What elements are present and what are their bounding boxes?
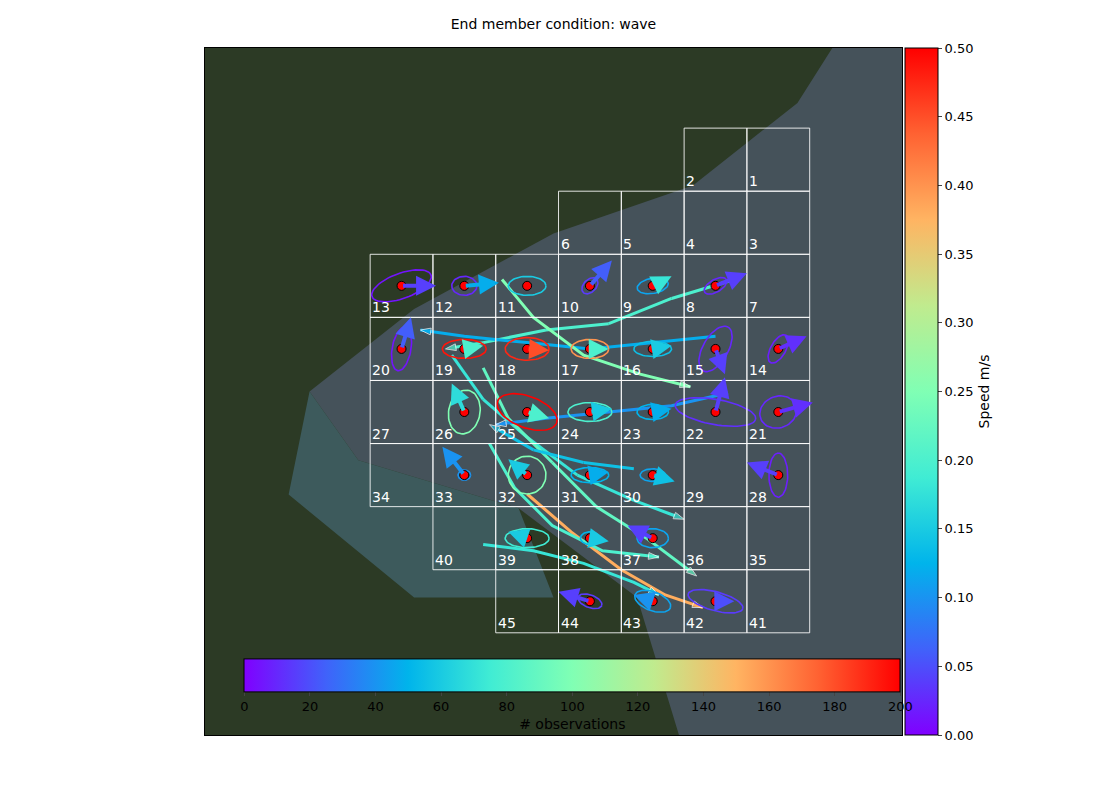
svg-text:1: 1 <box>749 173 758 189</box>
svg-text:13: 13 <box>372 299 390 315</box>
svg-text:35: 35 <box>749 552 767 568</box>
svg-text:19: 19 <box>435 362 453 378</box>
svg-text:27: 27 <box>372 426 390 442</box>
svg-text:42: 42 <box>686 615 704 631</box>
svg-text:36: 36 <box>686 552 704 568</box>
svg-text:21: 21 <box>749 426 767 442</box>
svg-text:23: 23 <box>623 426 641 442</box>
svg-text:24: 24 <box>561 426 579 442</box>
svg-text:37: 37 <box>623 552 641 568</box>
svg-text:45: 45 <box>498 615 516 631</box>
svg-text:15: 15 <box>686 362 704 378</box>
svg-text:40: 40 <box>435 552 453 568</box>
svg-text:25: 25 <box>498 426 516 442</box>
svg-text:33: 33 <box>435 489 453 505</box>
svg-text:0.35: 0.35 <box>945 247 974 262</box>
svg-text:2: 2 <box>686 173 695 189</box>
svg-text:22: 22 <box>686 426 704 442</box>
svg-text:160: 160 <box>757 700 782 715</box>
svg-text:120: 120 <box>626 700 651 715</box>
svg-text:80: 80 <box>498 700 515 715</box>
svg-text:0.15: 0.15 <box>945 521 974 536</box>
svg-text:0: 0 <box>240 700 248 715</box>
svg-text:3: 3 <box>749 236 758 252</box>
svg-text:32: 32 <box>498 489 516 505</box>
svg-text:44: 44 <box>561 615 579 631</box>
svg-text:41: 41 <box>749 615 767 631</box>
svg-text:12: 12 <box>435 299 453 315</box>
svg-text:7: 7 <box>749 299 758 315</box>
svg-text:39: 39 <box>498 552 516 568</box>
svg-text:40: 40 <box>367 700 384 715</box>
svg-text:0.20: 0.20 <box>945 453 974 468</box>
svg-text:0.45: 0.45 <box>945 109 974 124</box>
svg-text:6: 6 <box>561 236 570 252</box>
svg-text:43: 43 <box>623 615 641 631</box>
svg-text:8: 8 <box>686 299 695 315</box>
svg-text:60: 60 <box>433 700 450 715</box>
svg-text:30: 30 <box>623 489 641 505</box>
svg-text:200: 200 <box>888 700 913 715</box>
svg-text:0.40: 0.40 <box>945 178 974 193</box>
svg-text:0.30: 0.30 <box>945 315 974 330</box>
svg-text:Speed m/s: Speed m/s <box>976 355 992 429</box>
svg-text:0.10: 0.10 <box>945 590 974 605</box>
svg-text:5: 5 <box>623 236 632 252</box>
svg-text:38: 38 <box>561 552 579 568</box>
svg-text:20: 20 <box>372 362 390 378</box>
svg-text:16: 16 <box>623 362 641 378</box>
svg-text:28: 28 <box>749 489 767 505</box>
svg-text:End member condition: wave: End member condition: wave <box>451 16 656 32</box>
svg-text:31: 31 <box>561 489 579 505</box>
svg-text:0.00: 0.00 <box>945 728 974 743</box>
svg-text:0.05: 0.05 <box>945 659 974 674</box>
svg-text:9: 9 <box>623 299 632 315</box>
svg-text:14: 14 <box>749 362 767 378</box>
svg-text:29: 29 <box>686 489 704 505</box>
svg-text:10: 10 <box>561 299 579 315</box>
svg-text:34: 34 <box>372 489 390 505</box>
svg-text:17: 17 <box>561 362 579 378</box>
svg-text:18: 18 <box>498 362 516 378</box>
svg-text:0.25: 0.25 <box>945 384 974 399</box>
svg-text:26: 26 <box>435 426 453 442</box>
svg-text:140: 140 <box>691 700 716 715</box>
svg-text:0.50: 0.50 <box>945 41 974 56</box>
svg-text:11: 11 <box>498 299 516 315</box>
svg-text:# observations: # observations <box>519 717 625 733</box>
svg-text:20: 20 <box>302 700 319 715</box>
svg-text:100: 100 <box>560 700 585 715</box>
svg-text:4: 4 <box>686 236 695 252</box>
svg-text:180: 180 <box>822 700 847 715</box>
